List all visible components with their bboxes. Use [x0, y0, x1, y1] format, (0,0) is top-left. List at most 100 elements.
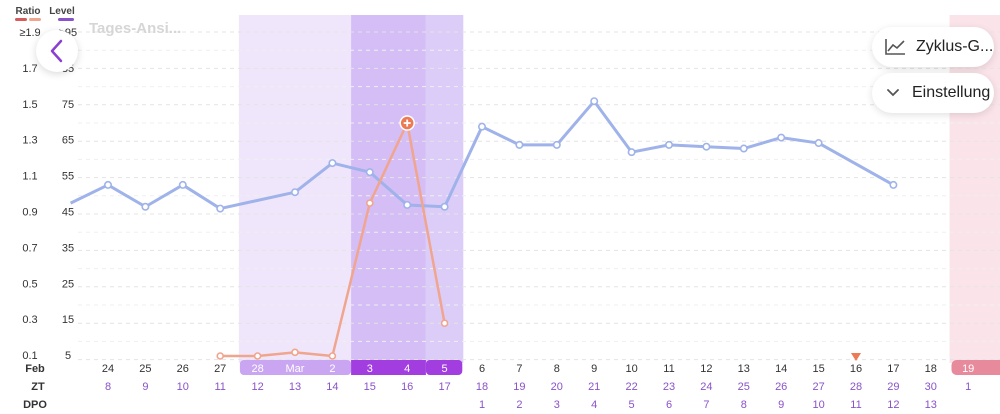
chevron-down-icon [887, 89, 899, 97]
level-data-point[interactable] [590, 97, 599, 106]
date-label: 14 [775, 363, 787, 375]
date-label: 2 [329, 363, 335, 375]
date-label: 18 [925, 363, 937, 375]
level-data-point[interactable] [777, 133, 786, 142]
ratio-tick-label: 1.5 [22, 99, 37, 111]
level-tick-label: 65 [62, 135, 74, 147]
date-label: 25 [139, 363, 151, 375]
zt-label: 10 [177, 381, 189, 393]
ratio-data-point[interactable] [440, 319, 449, 328]
zt-label: 8 [105, 381, 111, 393]
settings-label: Einstellung [912, 84, 991, 101]
level-data-point[interactable] [141, 202, 150, 211]
line-chart-icon [885, 39, 905, 55]
date-label: 4 [404, 363, 410, 375]
late-fertile-band [425, 15, 464, 363]
dpo-label: 2 [516, 399, 522, 411]
zt-label: 24 [700, 381, 712, 393]
level-data-point[interactable] [365, 168, 374, 177]
ratio-tick-label: 0.3 [22, 314, 37, 326]
level-data-point[interactable] [403, 200, 412, 209]
month-row-label: Feb [25, 363, 45, 375]
zt-label: 26 [775, 381, 787, 393]
level-data-point[interactable] [627, 148, 636, 157]
date-label: 13 [738, 363, 750, 375]
ratio-tick-label: 0.5 [22, 278, 37, 290]
level-data-point[interactable] [552, 140, 561, 149]
period-date-pill [951, 360, 1000, 375]
level-data-point[interactable] [440, 202, 449, 211]
level-tick-label: 25 [62, 278, 74, 290]
date-label: 27 [214, 363, 226, 375]
ratio-legend-bar-orange [29, 18, 41, 21]
zt-label: 19 [513, 381, 525, 393]
date-label: 16 [850, 363, 862, 375]
date-label: 3 [367, 363, 373, 375]
dpo-label: 8 [741, 399, 747, 411]
zt-label: 18 [476, 381, 488, 393]
level-series-line [69, 99, 895, 211]
zt-label: 17 [438, 381, 450, 393]
date-label: 17 [887, 363, 899, 375]
level-tick-label: 45 [62, 207, 74, 219]
zt-label: 21 [588, 381, 600, 393]
date-label: 24 [102, 363, 114, 375]
late-fertile-date-pill [425, 360, 463, 375]
dpo-label: 7 [703, 399, 709, 411]
date-label: 28 [251, 363, 263, 375]
cycle-view-label: Zyklus-G... [916, 38, 994, 55]
cycle-view-button[interactable]: Zyklus-G... [872, 27, 994, 67]
back-button[interactable] [36, 30, 78, 72]
dpo-label: 13 [925, 399, 937, 411]
ratio-data-point[interactable] [291, 348, 299, 357]
date-label: 11 [663, 363, 674, 375]
peak-date-pill [351, 360, 426, 375]
zt-label: 13 [289, 381, 301, 393]
level-tick-label: 55 [62, 171, 74, 183]
zt-label: 12 [251, 381, 263, 393]
settings-button[interactable]: Einstellung [872, 73, 994, 113]
level-data-point[interactable] [739, 144, 748, 153]
ratio-data-point[interactable] [253, 352, 262, 360]
level-tick-label: 75 [62, 99, 74, 111]
grid-lines [78, 31, 1000, 361]
cycle-bands [238, 15, 1000, 363]
ratio-tick-label: 1.3 [22, 135, 37, 147]
level-data-point[interactable] [814, 139, 823, 148]
data-series [69, 97, 898, 360]
ratio-data-point[interactable] [365, 199, 374, 207]
dpo-label: 12 [887, 399, 899, 411]
level-data-point[interactable] [104, 180, 113, 189]
level-data-point[interactable] [515, 140, 524, 149]
period-band [949, 15, 1000, 363]
zt-label: 11 [214, 381, 225, 393]
ovulation-marker-icon [851, 353, 861, 361]
level-data-point[interactable] [889, 180, 898, 189]
zt-label: 20 [551, 381, 563, 393]
view-title: Tages-Ansi... [89, 20, 182, 37]
dpo-row-label: DPO [23, 399, 47, 411]
y-axis-labels: Ratio Level ≥1.9 1.7 1.5 1.3 1.1 0.9 0.7 0.5 0.3 0.… [15, 6, 77, 362]
zt-label: 23 [663, 381, 675, 393]
ratio-data-point[interactable] [328, 352, 337, 360]
dpo-label: 10 [812, 399, 824, 411]
date-label: 5 [442, 363, 448, 375]
zt-label: 22 [625, 381, 637, 393]
level-data-point[interactable] [290, 188, 299, 197]
ratio-data-point[interactable] [216, 352, 224, 360]
level-data-point[interactable] [664, 140, 673, 149]
level-data-point[interactable] [178, 180, 187, 189]
date-label: 9 [591, 363, 597, 375]
level-data-point[interactable] [477, 122, 486, 131]
chevron-left-icon [50, 39, 63, 63]
dpo-label: 1 [479, 399, 485, 411]
level-data-point[interactable] [702, 142, 711, 151]
level-data-point[interactable] [328, 159, 337, 168]
level-data-point[interactable] [216, 204, 225, 213]
level-legend-bar [58, 18, 74, 21]
date-label: 7 [516, 363, 522, 375]
date-label: 8 [554, 363, 560, 375]
x-axis-rows: FebZTDPO248259261027112812Mar13214315416… [23, 353, 1000, 411]
ratio-axis-title: Ratio [16, 6, 41, 17]
dpo-label: 3 [554, 399, 560, 411]
